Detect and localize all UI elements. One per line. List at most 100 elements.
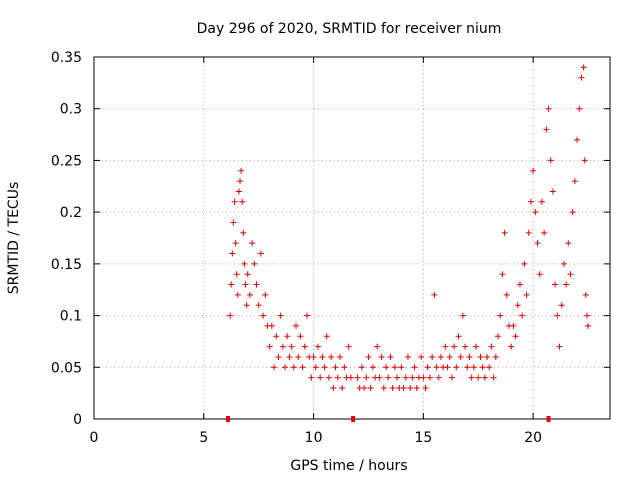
- data-point: [234, 291, 241, 298]
- x-tick-label: 10: [305, 430, 323, 446]
- data-point: [387, 353, 394, 360]
- x-axis-marker: [225, 416, 230, 422]
- data-point: [310, 353, 317, 360]
- data-point: [240, 229, 247, 236]
- data-point: [431, 291, 438, 298]
- y-tick-label: 0.2: [60, 205, 82, 221]
- data-point: [583, 312, 590, 319]
- data-point: [547, 157, 554, 164]
- data-point: [435, 374, 442, 381]
- data-point: [232, 240, 239, 247]
- data-point: [536, 271, 543, 278]
- data-point: [409, 374, 416, 381]
- data-points: [227, 64, 592, 391]
- data-point: [576, 105, 583, 112]
- data-point: [501, 229, 508, 236]
- data-point: [429, 353, 436, 360]
- data-point: [282, 364, 289, 371]
- data-point: [317, 374, 324, 381]
- data-point: [288, 343, 295, 350]
- data-point: [398, 364, 405, 371]
- y-tick-label: 0.25: [51, 153, 82, 169]
- data-point: [569, 209, 576, 216]
- data-point: [363, 374, 370, 381]
- data-point: [228, 281, 235, 288]
- data-point: [279, 343, 286, 350]
- data-point: [253, 281, 260, 288]
- data-point: [516, 281, 523, 288]
- y-tick-label: 0.15: [51, 257, 82, 273]
- data-point: [503, 291, 510, 298]
- data-point: [394, 374, 401, 381]
- data-point: [475, 374, 482, 381]
- data-point: [319, 353, 326, 360]
- x-tick-label: 15: [414, 430, 432, 446]
- data-point: [459, 312, 466, 319]
- data-point: [402, 374, 409, 381]
- data-point: [433, 364, 440, 371]
- data-point: [578, 74, 585, 81]
- data-point: [332, 364, 339, 371]
- data-point: [543, 126, 550, 133]
- data-point: [554, 312, 561, 319]
- data-point: [227, 312, 234, 319]
- data-point: [426, 374, 433, 381]
- x-tick-label: 0: [90, 430, 99, 446]
- data-point: [312, 364, 319, 371]
- y-tick-label: 0.35: [51, 50, 82, 66]
- data-point: [525, 229, 532, 236]
- data-point: [257, 250, 264, 257]
- data-point: [347, 374, 354, 381]
- data-point: [339, 384, 346, 391]
- data-point: [534, 240, 541, 247]
- data-point: [492, 353, 499, 360]
- data-point: [437, 353, 444, 360]
- data-point: [334, 374, 341, 381]
- data-point: [545, 105, 552, 112]
- chart-title: Day 296 of 2020, SRMTID for receiver niu…: [197, 21, 502, 37]
- data-point: [444, 364, 451, 371]
- data-point: [497, 312, 504, 319]
- data-point: [286, 353, 293, 360]
- data-point: [231, 198, 238, 205]
- data-point: [552, 281, 559, 288]
- data-point: [391, 364, 398, 371]
- data-point: [293, 322, 300, 329]
- plot-area-frame: [93, 56, 611, 420]
- data-point: [273, 333, 280, 340]
- data-point: [230, 219, 237, 226]
- data-point: [345, 343, 352, 350]
- data-point: [385, 374, 392, 381]
- data-point: [330, 384, 337, 391]
- data-point: [466, 353, 473, 360]
- data-point: [290, 364, 297, 371]
- data-point: [354, 374, 361, 381]
- x-axis-title: GPS time / hours: [290, 458, 407, 474]
- data-point: [510, 322, 517, 329]
- data-point: [477, 353, 484, 360]
- data-point: [565, 240, 572, 247]
- data-point: [490, 374, 497, 381]
- data-point: [284, 333, 291, 340]
- data-point: [486, 364, 493, 371]
- data-point: [473, 343, 480, 350]
- axis-ticks: 0 5 10 15 20 0 0.05 0.1 0.15 0.2 0.25 0.3 0.35: [51, 50, 610, 446]
- data-point: [446, 353, 453, 360]
- data-point: [541, 229, 548, 236]
- data-point: [464, 364, 471, 371]
- data-point: [418, 353, 425, 360]
- data-point: [499, 271, 506, 278]
- data-point: [239, 198, 246, 205]
- data-point: [514, 302, 521, 309]
- data-point: [242, 281, 249, 288]
- data-point: [380, 384, 387, 391]
- y-tick-label: 0.1: [60, 309, 82, 325]
- data-point: [519, 312, 526, 319]
- data-point: [560, 260, 567, 267]
- data-point: [411, 364, 418, 371]
- data-point: [563, 281, 570, 288]
- data-point: [383, 364, 390, 371]
- data-point: [400, 384, 407, 391]
- data-point: [453, 364, 460, 371]
- data-point: [481, 374, 488, 381]
